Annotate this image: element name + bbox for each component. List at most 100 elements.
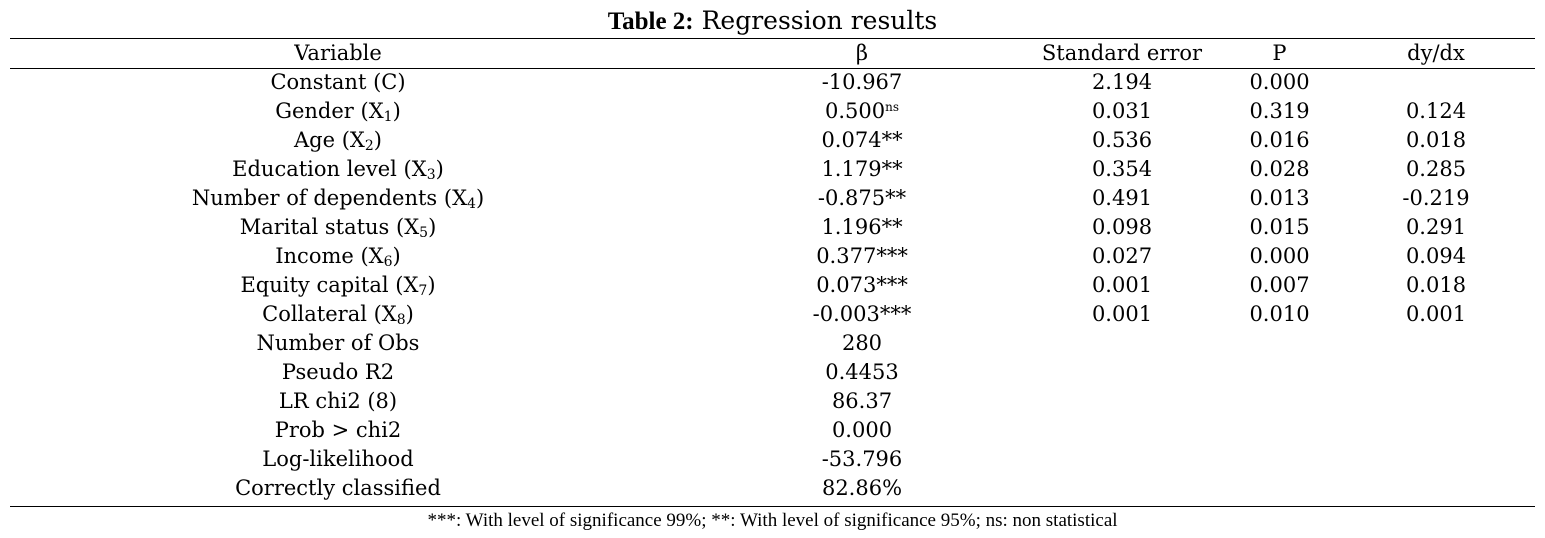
stat-value: 0.000	[831, 418, 893, 442]
stat-name: Pseudo R2	[281, 360, 395, 384]
beta-cell: -0.875**	[702, 184, 1022, 213]
closing-paren: )	[427, 273, 436, 297]
beta-cell: 1.196**	[702, 213, 1022, 242]
variable-cell: Number of dependents (X4)	[10, 184, 702, 213]
variable-cell: Equity capital (X7)	[10, 271, 702, 300]
variable-subscript: 2	[364, 138, 374, 154]
footnote: ***: With level of significance 99%; **:…	[427, 510, 1118, 531]
stat-name: Correctly classified	[235, 476, 441, 500]
standard-error-cell: 0.027	[1091, 244, 1153, 268]
regression-table: Variable β Standard error P dy/dx Consta…	[10, 38, 1535, 503]
p-value-cell: 0.013	[1249, 186, 1310, 210]
closing-paren: )	[392, 244, 401, 268]
p-value-cell: 0.015	[1249, 215, 1310, 239]
top-rule	[10, 38, 1535, 39]
variable-cell: Marital status (X5)	[10, 213, 702, 242]
dydx-cell: 0.285	[1405, 157, 1467, 181]
stat-row: Number of Obs 280	[10, 329, 1535, 358]
closing-paren: )	[392, 99, 401, 123]
empty-cell	[1222, 445, 1337, 474]
table-title: Table 2: Regression results	[0, 4, 1545, 39]
beta-value: 1.179	[821, 157, 882, 181]
dydx-cell: 0.018	[1405, 273, 1467, 297]
variable-subscript: 3	[426, 167, 436, 183]
table-row: Constant (C) -10.967 2.194 0.000	[10, 68, 1535, 97]
empty-cell	[1337, 416, 1535, 445]
standard-error-cell: 0.001	[1091, 302, 1153, 326]
beta-value: 0.074	[821, 128, 882, 152]
standard-error-cell: 0.491	[1091, 186, 1153, 210]
dydx-cell: 0.291	[1405, 215, 1467, 239]
table-row: Age (X2) 0.074** 0.536 0.016 0.018	[10, 126, 1535, 155]
variable-name: Income (X	[275, 244, 384, 268]
header-p: P	[1272, 41, 1287, 65]
variable-name: Gender (X	[275, 99, 384, 123]
stat-value: 0.4453	[825, 360, 899, 384]
significance-marker: **	[881, 157, 903, 181]
variable-subscript: 8	[396, 312, 406, 328]
p-value-cell: 0.010	[1249, 302, 1310, 326]
stat-row: Correctly classified 82.86%	[10, 474, 1535, 503]
significance-marker: ns	[885, 100, 899, 114]
table-row: Equity capital (X7) 0.073*** 0.001 0.007 0.0…	[10, 271, 1535, 300]
beta-value: 0.073	[816, 273, 877, 297]
empty-cell	[1222, 474, 1337, 503]
beta-cell: 0.500ns	[702, 97, 1022, 126]
p-value-cell: 0.319	[1249, 99, 1310, 123]
header-dydx: dy/dx	[1407, 41, 1465, 65]
beta-value: 0.500	[824, 99, 886, 123]
beta-value: -10.967	[821, 70, 903, 94]
header-standard-error: Standard error	[1041, 41, 1203, 65]
stat-name: Log-likelihood	[262, 447, 414, 471]
variable-subscript: 4	[467, 196, 476, 212]
table-row: Marital status (X5) 1.196** 0.098 0.015 0.29…	[10, 213, 1535, 242]
table-row: Gender (X1) 0.500ns 0.031 0.319 0.124	[10, 97, 1535, 126]
variable-subscript: 7	[418, 283, 428, 299]
variable-cell: Income (X6)	[10, 242, 702, 271]
significance-marker: **	[885, 186, 907, 210]
p-value-cell: 0.028	[1249, 157, 1310, 181]
stat-name: Number of Obs	[256, 331, 420, 355]
standard-error-cell: 2.194	[1091, 70, 1153, 94]
closing-paren: )	[405, 302, 414, 326]
closing-paren: )	[435, 157, 444, 181]
variable-cell: Constant (C)	[10, 68, 702, 97]
variable-cell: Age (X2)	[10, 126, 702, 155]
empty-cell	[1022, 329, 1222, 358]
standard-error-cell: 0.354	[1091, 157, 1153, 181]
empty-cell	[1222, 387, 1337, 416]
stat-row: Pseudo R2 0.4453	[10, 358, 1535, 387]
empty-cell	[1222, 358, 1337, 387]
standard-error-cell: 0.001	[1091, 273, 1153, 297]
empty-cell	[1022, 416, 1222, 445]
beta-cell: 1.179**	[702, 155, 1022, 184]
header-beta: β	[855, 41, 869, 65]
empty-cell	[1022, 387, 1222, 416]
empty-cell	[1022, 445, 1222, 474]
stat-row: LR chi2 (8) 86.37	[10, 387, 1535, 416]
stat-row: Prob > chi2 0.000	[10, 416, 1535, 445]
variable-subscript: 6	[383, 254, 393, 270]
empty-cell	[1222, 329, 1337, 358]
variable-name: Number of dependents (X	[191, 186, 468, 210]
table-row: Income (X6) 0.377*** 0.027 0.000 0.094	[10, 242, 1535, 271]
significance-marker: ***	[879, 302, 912, 326]
stat-name: LR chi2 (8)	[278, 389, 398, 413]
variable-cell: Education level (X3)	[10, 155, 702, 184]
beta-value: -0.875	[817, 186, 886, 210]
beta-value: 0.377	[816, 244, 877, 268]
table-title-label: Table 2:	[607, 8, 694, 35]
stat-row: Log-likelihood -53.796	[10, 445, 1535, 474]
p-value-cell: 0.000	[1249, 244, 1310, 268]
stat-value: -53.796	[821, 447, 903, 471]
empty-cell	[1022, 358, 1222, 387]
beta-cell: 0.074**	[702, 126, 1022, 155]
dydx-cell: 0.094	[1405, 244, 1467, 268]
p-value-cell: 0.016	[1249, 128, 1310, 152]
beta-cell: 0.073***	[702, 271, 1022, 300]
significance-marker: ***	[876, 273, 908, 297]
stat-value: 86.37	[831, 389, 893, 413]
header-variable: Variable	[294, 41, 382, 65]
standard-error-cell: 0.031	[1091, 99, 1153, 123]
p-value-cell: 0.000	[1249, 70, 1310, 94]
